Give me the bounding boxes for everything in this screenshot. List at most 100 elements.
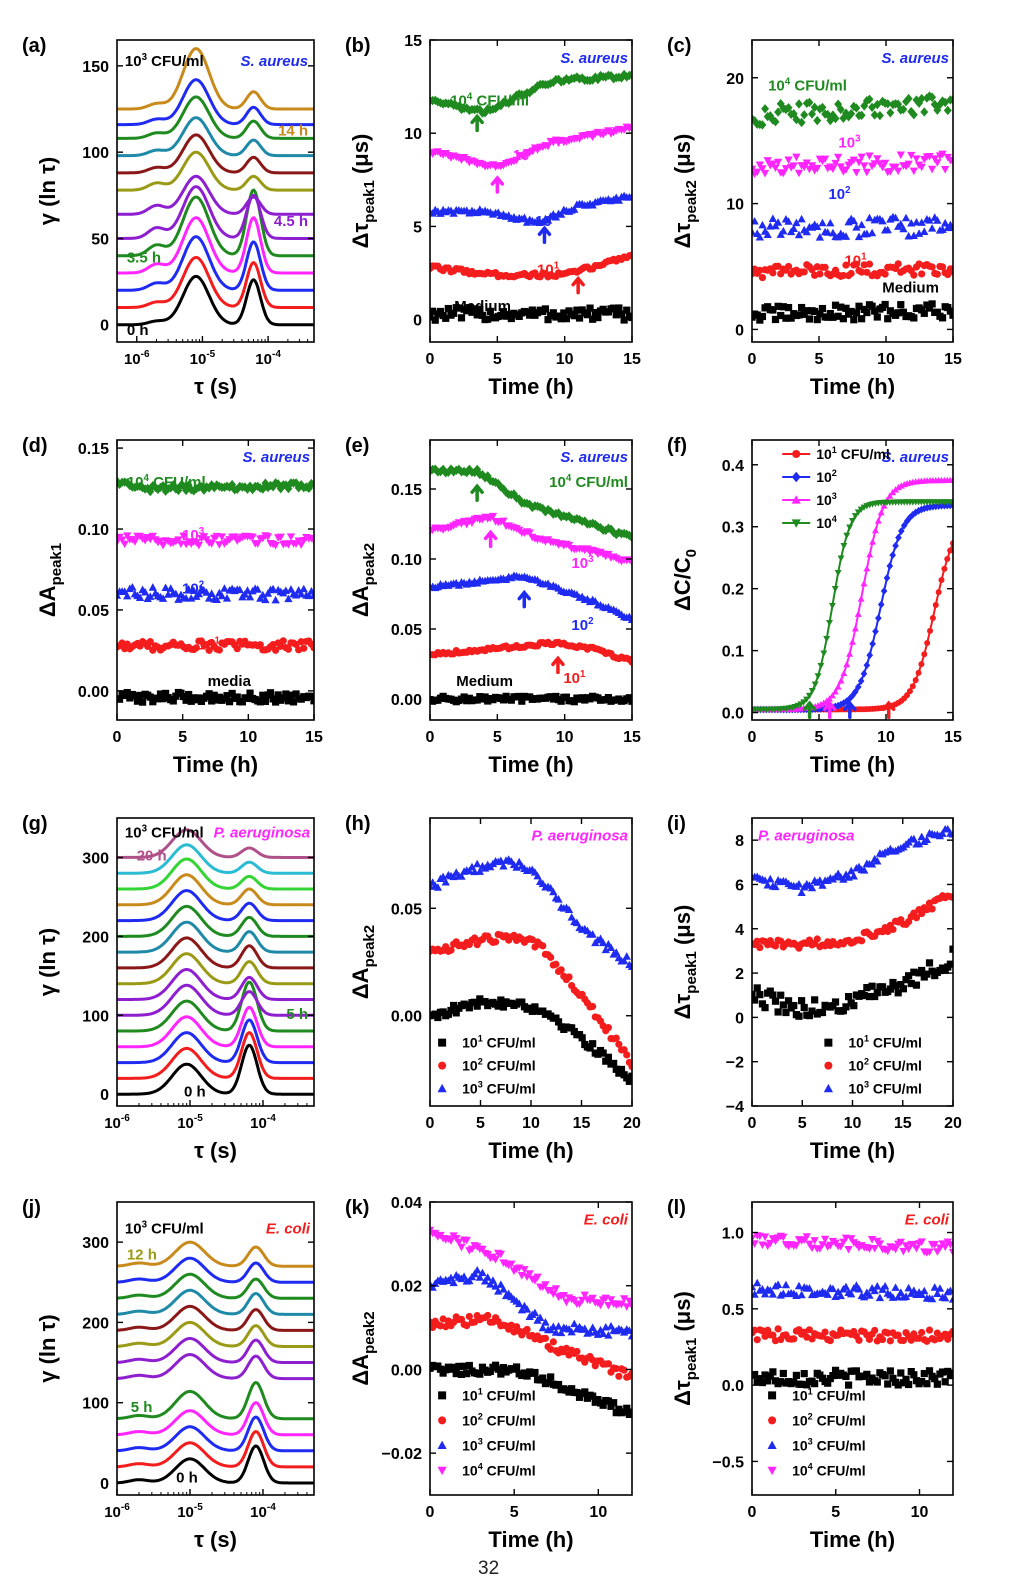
data-point [153, 484, 162, 495]
data-point [530, 1308, 540, 1317]
y-axis-label: γ (ln τ) [35, 1314, 60, 1382]
y-tick-label: −4 [726, 1099, 744, 1116]
data-point [818, 102, 827, 113]
data-point [792, 1371, 800, 1380]
x-tick-label: 20 [623, 1115, 641, 1132]
data-point [543, 216, 553, 224]
data-point [610, 1399, 618, 1407]
data-point [880, 587, 888, 595]
data-point [814, 673, 822, 680]
data-point [797, 303, 806, 312]
data-point [860, 580, 868, 587]
spectrum-curve [117, 188, 314, 258]
spectrum-curve [117, 1401, 314, 1437]
data-point [531, 1368, 539, 1377]
data-point [818, 1241, 827, 1249]
legend-marker [437, 1083, 447, 1093]
data-point [854, 509, 862, 516]
data-point [912, 155, 921, 163]
data-point [763, 880, 772, 889]
data-point [559, 1292, 568, 1300]
data-point [865, 213, 874, 222]
data-point [499, 308, 508, 316]
data-point [533, 871, 542, 880]
series-1 [752, 260, 953, 282]
annotation: S. aureus [560, 449, 628, 466]
data-point [805, 1012, 814, 1020]
data-point [449, 1278, 458, 1287]
spectrum-curve [117, 873, 314, 907]
data-point [215, 646, 223, 654]
data-point [612, 529, 621, 540]
y-tick-label: 0.05 [391, 901, 422, 918]
data-point [873, 313, 881, 321]
data-point [866, 551, 874, 558]
data-point [803, 307, 811, 315]
data-point [826, 309, 834, 318]
data-point [920, 107, 929, 117]
data-point [779, 1369, 787, 1378]
panel-k: (k) −0.02 0.00 0.02 0.04 0 5 10 Time (h) ΔApeak2 E… [345, 1195, 633, 1552]
data-point [949, 267, 953, 276]
legend-marker [438, 1416, 447, 1425]
data-point [946, 307, 953, 315]
series-2 [430, 191, 632, 226]
data-point [905, 972, 913, 980]
series-0 [117, 688, 314, 706]
data-point [192, 644, 200, 652]
data-point [797, 117, 806, 128]
data-point [869, 538, 877, 545]
x-tick-label: 15 [623, 351, 641, 368]
data-point [818, 881, 827, 889]
data-point [436, 1365, 445, 1373]
data-point [189, 586, 198, 595]
plot-frame [751, 1201, 954, 1496]
data-point [575, 314, 584, 322]
data-point [543, 142, 553, 151]
data-point [813, 222, 822, 231]
data-point [473, 1002, 481, 1010]
annotation: 102​ CFU/ml [848, 1057, 922, 1074]
x-tick-label: 0 [748, 1504, 757, 1521]
series-2 [752, 1278, 953, 1303]
x-tick-label: 5 [815, 351, 824, 368]
data-point [473, 1265, 482, 1274]
data-point [225, 698, 234, 706]
data-point [800, 310, 808, 318]
data-point [452, 1009, 460, 1017]
data-point [761, 104, 770, 114]
data-point [617, 310, 626, 318]
y-tick-label: 10 [404, 126, 422, 143]
x-axis-label: Time (h) [810, 1138, 895, 1163]
x-axis-label: Time (h) [488, 1138, 573, 1163]
data-point [928, 263, 936, 271]
data-point [873, 1282, 882, 1290]
x-axis-label: Time (h) [488, 374, 573, 399]
data-point [823, 228, 832, 236]
data-point [159, 480, 168, 491]
data-point [541, 1334, 550, 1342]
data-point [756, 991, 764, 999]
data-point [800, 110, 809, 120]
data-point [918, 661, 925, 668]
series-1 [430, 1311, 632, 1381]
data-point [821, 1328, 829, 1336]
onset-arrow [470, 483, 484, 502]
x-tick-label: 10-6 [124, 349, 150, 368]
x-tick-label: 10-5 [177, 1113, 203, 1132]
data-point [909, 231, 918, 240]
spectrum-curve [117, 1320, 314, 1348]
data-point [230, 533, 239, 541]
data-point [240, 590, 250, 598]
data-point [179, 481, 188, 491]
data-point [282, 690, 290, 698]
data-point [891, 1283, 900, 1291]
annotation: 5 h [131, 1399, 153, 1416]
data-point [755, 232, 764, 241]
data-point [918, 270, 926, 278]
x-tick-label: 15 [944, 729, 962, 746]
y-tick-label: 0.10 [391, 552, 422, 569]
data-point [307, 692, 314, 701]
data-point [946, 960, 953, 968]
data-point [481, 473, 490, 483]
